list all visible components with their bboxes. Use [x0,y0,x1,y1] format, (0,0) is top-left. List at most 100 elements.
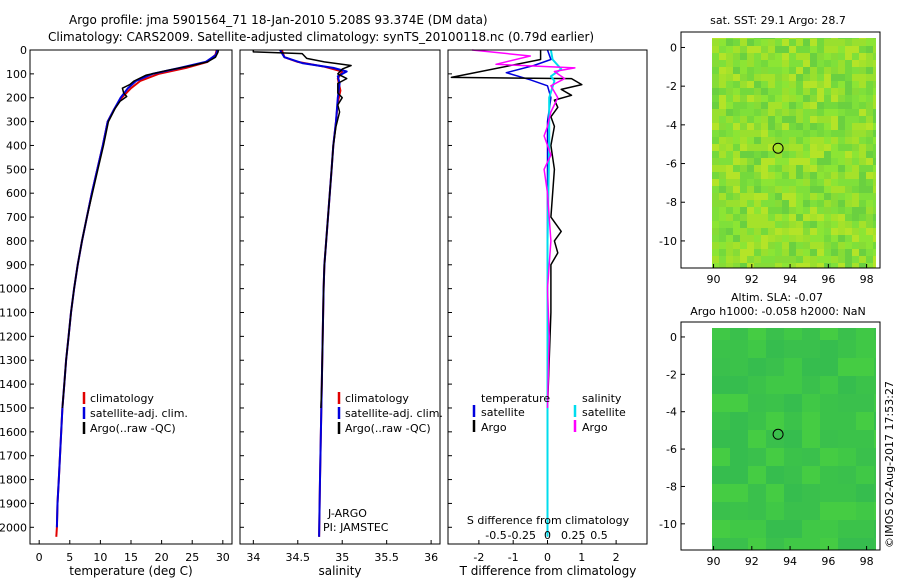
map-cell [831,200,839,208]
map-cell [726,165,734,173]
map-cell [719,53,727,61]
map-cell [761,200,769,208]
map-cell [789,39,797,47]
map-cell [733,249,741,257]
map-cell [856,520,875,539]
map-cell [802,430,821,449]
map-cell [754,235,762,243]
map-cell [810,53,818,61]
map-cell [859,235,867,243]
map-cell [747,186,755,194]
series-t-argo [450,50,583,409]
map-cell [775,249,783,257]
map-cell [824,102,832,110]
map-cell [754,172,762,180]
map-cell [817,46,825,54]
map-cell [768,53,776,61]
map-cell [803,67,811,75]
map-cell [768,60,776,68]
map-x-tick-label: 92 [745,555,759,568]
map-cell [824,242,832,250]
map-cell [866,193,874,201]
map-cell [856,340,875,359]
map-cell [803,207,811,215]
map-cell [754,102,762,110]
map-cell [775,95,783,103]
map-cell [740,130,748,138]
map-cell [768,144,776,152]
map-cell [852,179,860,187]
map-cell [803,151,811,159]
map-cell [789,67,797,75]
map-cell [838,179,846,187]
map-cell [733,74,741,82]
map-cell [873,88,876,96]
map-cell [796,109,804,117]
map-cell [766,484,785,503]
map-cell [719,137,727,145]
map-cell [859,165,867,173]
map-cell [824,38,832,40]
map-cell [845,158,853,166]
series-climatology [55,49,218,537]
map-cell [796,123,804,131]
map-cell [852,53,860,61]
map-cell [740,158,748,166]
map-cell [796,165,804,173]
map-cell [754,179,762,187]
map-cell [866,228,874,236]
map-cell [852,81,860,89]
map-cell [838,158,846,166]
map-cell [747,102,755,110]
map-cell [873,158,876,166]
map-cell [712,123,720,131]
map-cell [726,172,734,180]
map-cell [838,38,846,40]
map-cell [712,412,731,431]
map-cell [820,376,839,395]
map-cell [740,179,748,187]
map-cell [740,67,748,75]
depth-tick-label: 1200 [0,330,27,343]
map-cell [852,221,860,229]
depth-tick-label: 1500 [0,402,27,415]
map-cell [712,39,720,47]
map-cell [747,116,755,124]
map-cell [789,74,797,82]
map-cell [803,228,811,236]
map-cell [726,116,734,124]
map-cell [817,38,825,40]
map-cell [824,151,832,159]
legend-satellite-label: satellite-adj. clim. [90,407,188,420]
map-cell [740,102,748,110]
map-cell [719,228,727,236]
map-cell [747,221,755,229]
map-cell [796,81,804,89]
map-cell [810,144,818,152]
map-cell [768,214,776,222]
map-cell [859,39,867,47]
map-cell [817,123,825,131]
map-y-tick-label: -4 [666,119,677,132]
map-cell [845,249,853,257]
map-cell [838,214,846,222]
map-cell [810,249,818,257]
map-cell [856,328,875,341]
map-cell [782,38,790,40]
map-cell [859,242,867,250]
map-cell [856,394,875,413]
map-cell [838,186,846,194]
map-cell [726,214,734,222]
map-cell [845,95,853,103]
map-cell [789,102,797,110]
map-cell [859,137,867,145]
map-cell [733,137,741,145]
map-cell [740,74,748,82]
map-cell [873,263,876,268]
map-cell [817,130,825,138]
map-cell [796,53,804,61]
map-cell [802,466,821,485]
series-t-satellite [505,49,552,528]
map-cell [719,186,727,194]
map-cell [754,144,762,152]
